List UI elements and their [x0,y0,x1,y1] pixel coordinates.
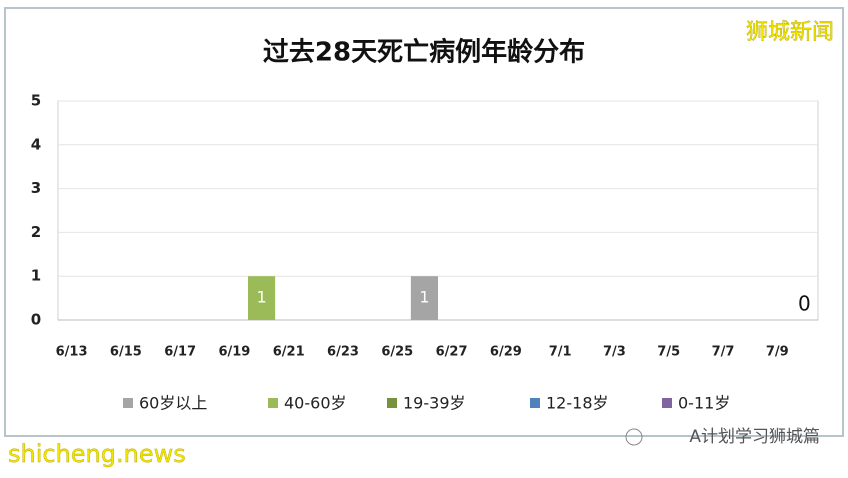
y-tick-label: 0 [31,311,41,329]
x-tick-label: 6/13 [56,345,88,360]
y-tick-label: 5 [31,92,41,110]
watermark: shicheng.news [8,440,186,468]
watermark: A计划学习狮城篇 [689,427,820,447]
legend-label: 0-11岁 [678,394,730,413]
x-tick-label: 6/17 [164,345,196,360]
watermark: 狮城新闻 [746,20,834,45]
chart-title: 过去28天死亡病例年龄分布 [263,37,585,68]
x-tick-label: 7/7 [712,345,735,360]
x-tick-label: 7/1 [549,345,572,360]
x-tick-label: 6/21 [273,345,305,360]
data-label: 0 [798,292,811,316]
x-tick-label: 6/23 [327,345,359,360]
y-tick-label: 1 [31,267,41,285]
legend-label: 40-60岁 [284,394,347,413]
bar [410,276,438,320]
legend-label: 12-18岁 [546,394,609,413]
x-tick-label: 7/5 [657,345,680,360]
legend-label: 19-39岁 [403,394,466,413]
data-label: 1 [419,288,429,307]
y-tick-label: 2 [31,223,41,241]
legend-swatch [387,398,397,408]
y-tick-label: 3 [31,179,41,197]
legend-swatch [662,398,672,408]
legend-label: 60岁以上 [139,394,207,413]
x-tick-label: 6/27 [436,345,468,360]
legend-swatch [530,398,540,408]
legend-swatch [268,398,278,408]
y-tick-label: 4 [31,135,41,153]
wechat-icon [625,428,643,446]
x-tick-label: 7/3 [603,345,626,360]
bar [248,276,276,320]
legend-swatch [123,398,133,408]
x-tick-label: 6/15 [110,345,142,360]
x-tick-label: 6/29 [490,345,522,360]
x-tick-label: 6/25 [381,345,413,360]
x-tick-label: 6/19 [218,345,250,360]
x-tick-label: 7/9 [766,345,789,360]
data-label: 1 [256,288,266,307]
